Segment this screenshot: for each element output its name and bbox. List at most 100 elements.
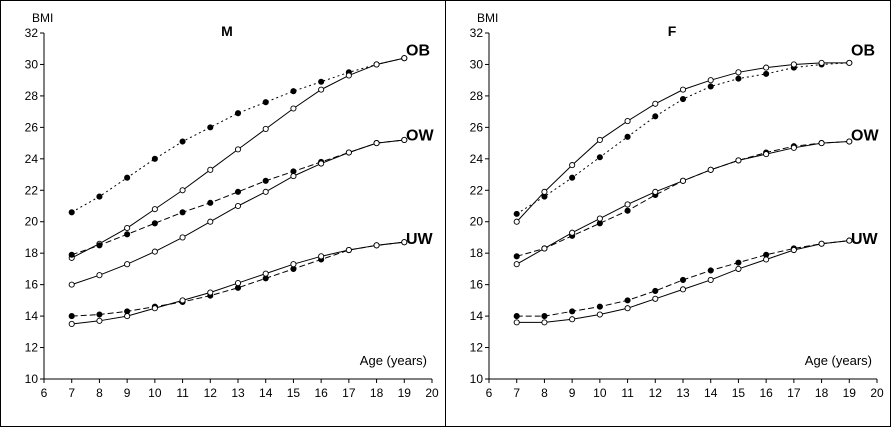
x-tick-label: 9 <box>569 386 576 400</box>
series-line <box>71 139 405 286</box>
data-point <box>513 218 520 225</box>
data-point <box>290 173 297 180</box>
y-axis-label: BMI <box>32 11 53 25</box>
data-point <box>569 229 576 236</box>
y-tick-label: 32 <box>25 26 39 40</box>
y-tick-label: 24 <box>25 152 39 166</box>
data-point <box>96 193 103 200</box>
data-point <box>262 270 269 277</box>
data-point <box>124 174 131 181</box>
data-point <box>735 75 742 82</box>
series-line <box>71 139 405 256</box>
data-point <box>179 209 186 216</box>
data-point <box>234 110 242 117</box>
y-tick-label: 26 <box>25 120 39 134</box>
data-point <box>234 188 242 195</box>
data-point <box>234 280 242 287</box>
data-point <box>790 144 797 151</box>
data-point <box>818 140 825 147</box>
data-point <box>234 146 242 153</box>
data-point <box>179 138 186 145</box>
data-point <box>596 303 603 310</box>
data-point <box>373 140 380 147</box>
data-point <box>707 77 714 84</box>
data-point <box>846 237 853 244</box>
data-point <box>707 276 714 283</box>
series-line <box>516 141 850 265</box>
y-tick-label: 22 <box>25 183 39 197</box>
data-point <box>652 188 659 195</box>
y-tick-label: 22 <box>470 183 484 197</box>
data-point <box>679 96 687 103</box>
data-point <box>345 149 352 156</box>
data-point <box>513 313 520 320</box>
data-point <box>151 305 158 312</box>
y-tick-label: 10 <box>470 372 484 386</box>
data-point <box>679 86 687 93</box>
data-point <box>541 188 548 195</box>
x-tick-label: 19 <box>843 386 857 400</box>
data-point <box>234 202 242 210</box>
data-point <box>68 313 75 320</box>
data-point <box>318 78 325 85</box>
x-tick-label: 8 <box>541 386 548 400</box>
data-point <box>624 305 631 312</box>
data-point <box>179 297 186 304</box>
data-point <box>596 154 603 161</box>
y-tick-label: 20 <box>470 215 484 229</box>
data-point <box>735 265 742 272</box>
x-tick-label: 16 <box>759 386 773 400</box>
data-point <box>124 231 131 238</box>
data-point <box>652 113 659 120</box>
data-point <box>262 99 269 106</box>
data-point <box>513 253 520 260</box>
data-point <box>151 206 158 213</box>
y-tick-label: 26 <box>470 120 484 134</box>
x-tick-label: 13 <box>676 386 690 400</box>
curve-label-uw: UW <box>851 231 879 248</box>
data-point <box>513 261 520 268</box>
data-point <box>318 86 325 93</box>
y-tick-label: 14 <box>470 309 484 323</box>
data-point <box>262 125 269 132</box>
x-tick-label: 14 <box>704 386 718 400</box>
data-point <box>179 234 186 241</box>
y-tick-label: 32 <box>470 26 484 40</box>
x-tick-label: 12 <box>204 386 218 400</box>
data-point <box>541 245 548 252</box>
data-point <box>96 311 103 318</box>
data-point <box>541 319 548 326</box>
data-point <box>679 286 687 293</box>
x-tick-label: 18 <box>370 386 384 400</box>
data-point <box>790 61 797 68</box>
data-point <box>96 317 103 324</box>
chart-panel-male: 10 12 14 16 18 20 22 24 26 28 30 32 6 7 8 9 10 11 12 13 14 15… <box>0 0 446 427</box>
data-point <box>68 281 75 288</box>
data-point <box>68 209 75 216</box>
series-line <box>71 241 405 317</box>
y-tick-label: 16 <box>25 278 39 292</box>
y-axis-label: BMI <box>477 11 498 25</box>
x-tick-label: 14 <box>259 386 273 400</box>
data-point <box>401 239 408 246</box>
x-tick-label: 16 <box>314 386 328 400</box>
y-tick-label: 28 <box>470 89 484 103</box>
y-tick-label: 16 <box>470 278 484 292</box>
data-point <box>624 118 631 125</box>
x-tick-label: 10 <box>148 386 162 400</box>
data-point <box>207 218 214 225</box>
data-point <box>624 133 631 140</box>
y-tick-label: 12 <box>25 341 39 355</box>
data-point <box>763 70 770 77</box>
data-point <box>207 199 214 206</box>
data-point <box>262 188 269 195</box>
data-point <box>151 248 158 255</box>
data-point <box>124 261 131 268</box>
data-point <box>345 246 352 254</box>
data-point <box>679 276 687 283</box>
data-point <box>707 166 714 173</box>
data-point <box>541 313 548 320</box>
series-line <box>516 62 850 215</box>
curve-label-ob: OB <box>851 42 875 59</box>
x-tick-label: 6 <box>486 386 493 400</box>
